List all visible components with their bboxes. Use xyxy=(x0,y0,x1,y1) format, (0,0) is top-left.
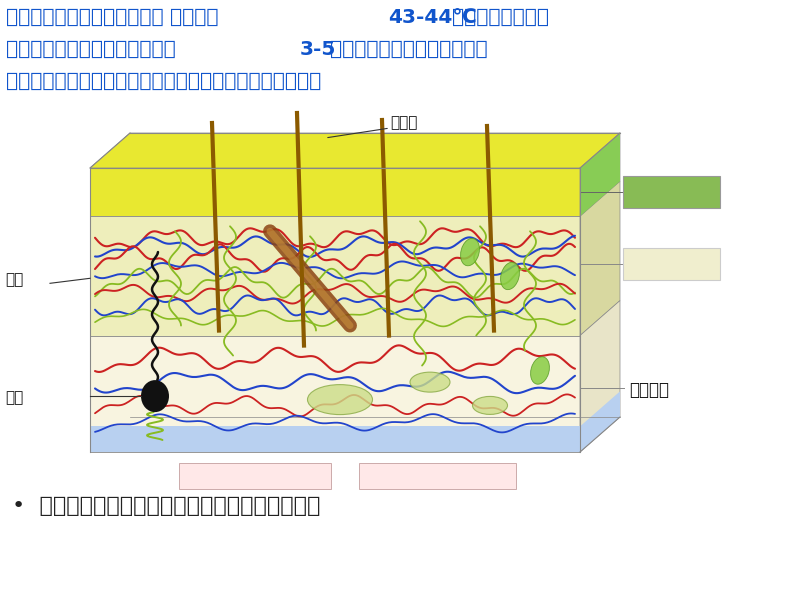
Bar xyxy=(90,336,580,452)
Polygon shape xyxy=(90,133,620,168)
FancyBboxPatch shape xyxy=(359,463,516,489)
FancyBboxPatch shape xyxy=(179,463,331,489)
Text: 真皮: 真皮 xyxy=(634,257,654,275)
Text: 丘脑温度下降。说明内脏温度升高可引起明显的散热反应。: 丘脑温度下降。说明内脏温度升高可引起明显的散热反应。 xyxy=(6,72,322,91)
Text: 3-5: 3-5 xyxy=(300,40,337,59)
Ellipse shape xyxy=(472,396,507,414)
Text: 表皮: 表皮 xyxy=(661,185,681,203)
Text: 分钟后，动物开始喘息，使下: 分钟后，动物开始喘息，使下 xyxy=(330,40,488,59)
Text: ，观察到羊的呼吸: ，观察到羊的呼吸 xyxy=(452,8,549,27)
Polygon shape xyxy=(580,133,620,216)
Bar xyxy=(90,168,580,216)
Text: 真皮: 真皮 xyxy=(661,257,681,275)
Text: 血管: 血管 xyxy=(5,272,23,287)
Ellipse shape xyxy=(141,380,169,412)
Ellipse shape xyxy=(461,238,480,266)
Bar xyxy=(90,426,580,452)
Text: •  在皮肤、粘膜及腹腔内脏均分布有温度感受器。: • 在皮肤、粘膜及腹腔内脏均分布有温度感受器。 xyxy=(12,496,320,516)
Text: 皮下组织: 皮下组织 xyxy=(629,381,669,399)
Text: 反应冷感的冷敏小体: 反应冷感的冷敏小体 xyxy=(222,467,289,480)
Ellipse shape xyxy=(530,357,549,384)
Text: 有人将电热器埋藏在羊腹腔内 并加温至: 有人将电热器埋藏在羊腹腔内 并加温至 xyxy=(6,8,218,27)
Text: 43-44℃: 43-44℃ xyxy=(388,8,476,27)
FancyBboxPatch shape xyxy=(623,248,720,280)
Text: 立毛肌: 立毛肌 xyxy=(390,115,418,130)
Ellipse shape xyxy=(410,372,450,392)
Bar xyxy=(90,216,580,336)
Ellipse shape xyxy=(500,262,519,290)
Polygon shape xyxy=(580,133,620,216)
FancyBboxPatch shape xyxy=(623,176,720,208)
Text: 汗腺: 汗腺 xyxy=(5,390,23,405)
Text: 反应热感的热敏小体: 反应热感的热敏小体 xyxy=(404,467,472,480)
Polygon shape xyxy=(580,181,620,336)
Ellipse shape xyxy=(307,384,372,415)
Polygon shape xyxy=(580,300,620,452)
Text: 频率和蒸发散热迅速增加，加热: 频率和蒸发散热迅速增加，加热 xyxy=(6,40,175,59)
Polygon shape xyxy=(580,392,620,452)
